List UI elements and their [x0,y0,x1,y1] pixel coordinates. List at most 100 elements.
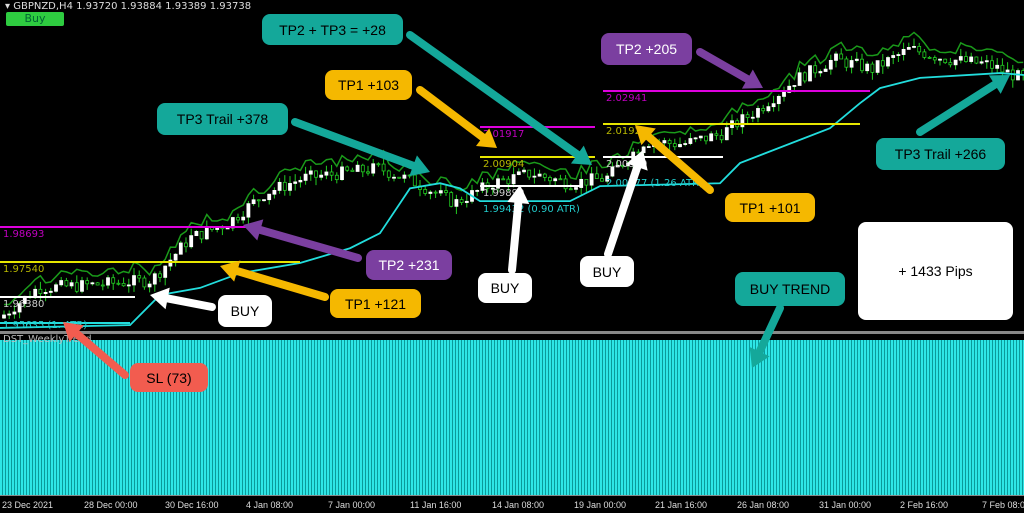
candle-body [142,277,147,288]
candle-body [662,140,667,144]
candle-body [407,174,412,177]
candle-body [106,277,110,286]
candle-body [589,173,594,186]
candle-body [870,63,875,73]
symbol-header: ▾ GBPNZD,H4 1.93720 1.93884 1.93389 1.93… [5,1,251,12]
candle-body [340,166,344,181]
candle-body [329,171,334,176]
candle-body [178,242,183,255]
x-tick-label: 28 Dec 00:00 [84,500,138,510]
candle-body [64,280,69,287]
candle-body [69,282,74,287]
candle-body [792,85,797,87]
tp1-level-label: 2.01925 [606,126,648,137]
candle-body [522,169,526,173]
candle-body [501,178,506,181]
candle-body [875,60,880,73]
candle-body [12,311,17,315]
tp2-level-label: 1.98693 [3,229,45,240]
candle-body [147,283,152,288]
candle-body [282,181,287,191]
candle-body [797,72,802,86]
candle-body [126,284,131,287]
candle-body [54,284,58,292]
candle-body [277,181,282,191]
annotation-label: TP1 +103 [325,70,412,100]
buy-button[interactable]: Buy [6,12,64,26]
subwindow-separator[interactable] [0,331,1024,334]
stop-level-label: 2.00277 (1.26 ATR) [606,178,703,189]
candle-body [667,140,672,145]
candle-body [490,187,495,190]
candle-body [267,193,272,201]
x-tick-label: 2 Feb 16:00 [900,500,949,510]
tp1-level-label: 1.97540 [3,264,45,275]
tp2-level-label: 2.02941 [606,93,648,104]
candle-body [901,48,906,55]
candle-body [548,177,552,182]
annotation-label: BUY TREND [735,272,845,306]
candle-body [771,103,776,108]
candle-body [537,173,542,177]
candle-body [641,146,646,154]
candle-body [360,164,365,173]
tp2-level-label: 2.01917 [483,129,525,140]
candle-body [371,163,376,174]
candle-body [839,53,844,60]
candle-body [834,53,838,61]
time-axis: 23 Dec 2021 28 Dec 00:00 30 Dec 16:00 4 Jan… [0,495,1024,513]
candle-body [173,253,178,261]
annotation-label: TP2 +231 [366,250,452,280]
candle-body [7,313,12,316]
candle-body [808,65,812,82]
annotation-label: TP1 +121 [330,289,421,318]
collapse-triangle-icon[interactable]: ▾ [5,1,14,12]
candle-body [574,187,578,190]
candle-body [163,265,168,278]
candle-body [59,280,64,286]
candle-body [927,56,932,59]
candle-body [199,230,204,240]
stop-level-label: 1.99432 (0.90 ATR) [483,204,580,215]
candle-body [324,171,329,176]
candle-body [402,174,407,179]
candle-body [948,62,953,66]
candle-body [121,283,126,287]
candle-body [516,171,521,175]
candle-body [334,174,339,181]
x-tick-label: 7 Feb 08:00 [982,500,1024,510]
candle-body [646,146,651,148]
candle-body [886,57,890,67]
candle-body [979,61,984,64]
candle-body [958,56,963,61]
candle-body [854,58,859,61]
candle-body [693,137,698,140]
candle-body [308,170,313,175]
candle-body [974,56,979,64]
candle-body [891,55,896,58]
candle-body [756,108,760,118]
candle-body [397,176,402,179]
entry-level-label: 2.00809 [606,159,648,170]
candle-body [724,127,729,141]
candle-body [433,191,438,194]
candle-body [423,189,428,194]
candle-body [204,226,209,240]
candle-body [698,135,703,139]
candle-body [194,230,199,237]
candle-body [672,143,677,148]
candle-body [844,58,849,68]
candle-body [745,114,750,118]
candle-body [241,216,246,221]
candle-body [256,199,261,202]
candle-body [688,138,693,144]
candle-body [464,200,469,203]
stop-level-label: 1.95635 (1. ATR) [3,320,88,331]
candle-body [189,235,194,248]
candle-body [527,169,532,178]
candle-body [558,178,563,181]
candle-body [444,190,448,193]
x-tick-label: 26 Jan 08:00 [737,500,790,510]
candle-body [1005,69,1010,73]
x-tick-label: 30 Dec 16:00 [165,500,219,510]
